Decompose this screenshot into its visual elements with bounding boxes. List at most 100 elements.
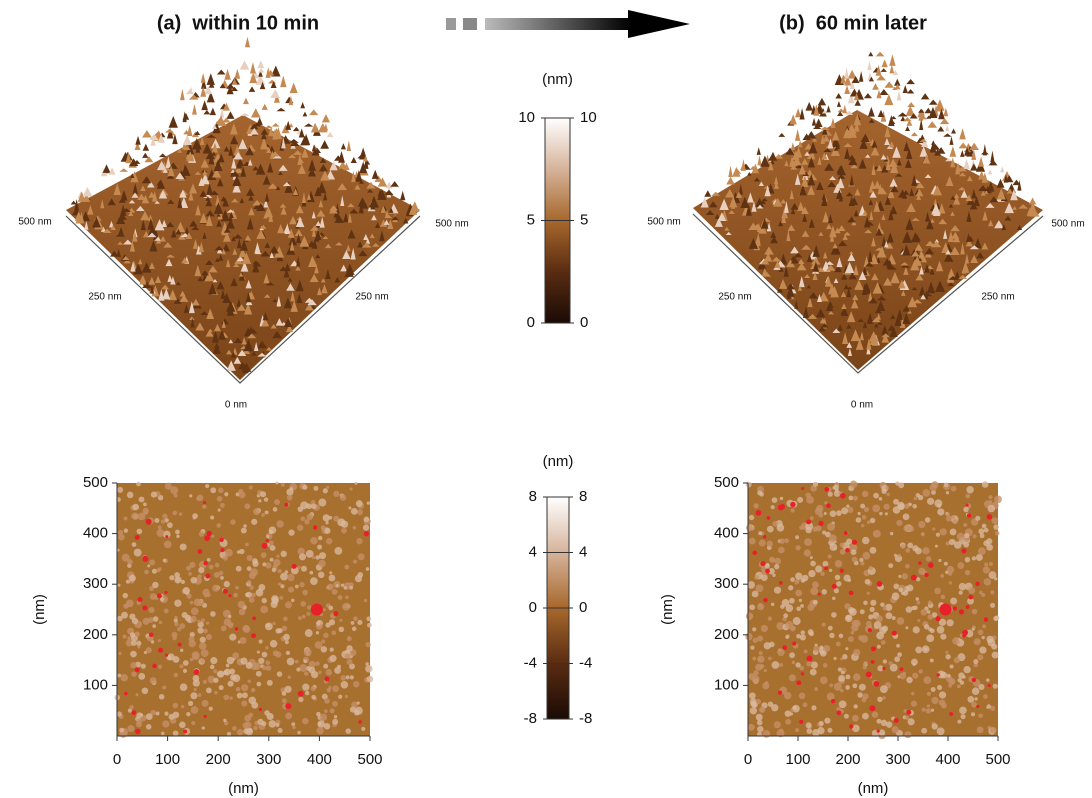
grain xyxy=(145,723,152,730)
surface-peak xyxy=(874,323,879,328)
grain xyxy=(150,709,156,716)
surface-peak xyxy=(749,165,757,170)
surface-peak xyxy=(795,108,802,118)
high-spot xyxy=(760,560,766,567)
grain xyxy=(272,621,276,626)
surface-peak xyxy=(135,205,145,212)
grain xyxy=(260,605,269,614)
grain xyxy=(334,666,342,674)
grain xyxy=(904,503,910,509)
y-tick-label: 200 xyxy=(83,626,108,643)
grain xyxy=(957,562,965,569)
grain xyxy=(176,534,180,539)
grain xyxy=(753,503,759,509)
grain xyxy=(853,619,861,628)
grain xyxy=(957,719,962,724)
surface-peak xyxy=(840,291,847,297)
surface-peak xyxy=(384,189,394,196)
grain xyxy=(230,622,234,626)
surface-peak xyxy=(929,267,935,275)
surface-peak xyxy=(844,84,850,94)
grain xyxy=(291,598,295,603)
surface-peak xyxy=(296,256,301,267)
surface-peak xyxy=(789,160,798,167)
high-spot xyxy=(824,486,830,492)
grain xyxy=(144,569,149,575)
grain xyxy=(946,619,954,627)
grain xyxy=(850,630,855,635)
surface-peak xyxy=(874,309,883,314)
high-spot xyxy=(313,525,318,530)
grain xyxy=(850,549,857,556)
surface-peak xyxy=(957,186,966,191)
grain xyxy=(261,651,268,658)
surface-peak xyxy=(162,168,168,173)
grain xyxy=(209,664,215,670)
grain xyxy=(773,586,782,594)
surface-peak xyxy=(232,181,241,193)
surface-peak xyxy=(753,177,760,182)
grain xyxy=(839,548,846,555)
surface-peak xyxy=(783,265,789,277)
surface-peak xyxy=(130,261,136,272)
grain xyxy=(818,512,824,518)
surface-peak xyxy=(934,239,940,243)
surface-peak xyxy=(272,128,278,140)
grain xyxy=(841,507,849,515)
grain xyxy=(862,693,869,700)
high-spot xyxy=(987,684,991,688)
surface-peak xyxy=(781,213,787,224)
surface-peak xyxy=(896,90,902,101)
surface-peak xyxy=(807,297,813,308)
surface-peak xyxy=(390,181,399,187)
grain xyxy=(305,550,314,558)
surface-peak xyxy=(853,264,859,276)
grain xyxy=(345,728,351,734)
surface-peak xyxy=(760,199,766,205)
surface-peak xyxy=(935,99,945,111)
grain xyxy=(857,511,861,516)
grain xyxy=(924,647,928,651)
surface-peak xyxy=(757,155,762,166)
surface-axis-label: 500 nm xyxy=(647,217,680,228)
grain xyxy=(790,577,795,582)
surface-peak xyxy=(826,264,836,271)
grain xyxy=(149,677,157,685)
surface-peak xyxy=(785,259,796,268)
grain xyxy=(808,569,816,578)
x-axis-label: (nm) xyxy=(228,780,259,797)
high-spot xyxy=(251,633,256,639)
grain xyxy=(846,504,850,508)
surface-peak xyxy=(756,204,764,209)
high-spot xyxy=(845,548,850,553)
grain xyxy=(785,604,794,612)
surface-peak xyxy=(294,229,303,236)
grain xyxy=(981,592,986,597)
surface-peak xyxy=(924,107,933,114)
surface-peak xyxy=(199,212,208,224)
surface-axis-label: 250 nm xyxy=(88,292,121,303)
grain xyxy=(315,631,320,635)
grain xyxy=(208,706,213,711)
grain xyxy=(141,687,149,695)
surface-peak xyxy=(801,158,809,165)
grain xyxy=(294,659,299,664)
grain xyxy=(348,582,354,588)
surface-peak xyxy=(347,229,356,239)
grain xyxy=(774,557,782,565)
grain xyxy=(759,706,766,713)
height-map xyxy=(114,481,374,738)
grain xyxy=(755,698,762,705)
grain xyxy=(827,522,836,531)
grain xyxy=(894,656,900,663)
surface-peak xyxy=(894,173,903,177)
surface-peak xyxy=(881,236,887,247)
grain xyxy=(189,657,194,662)
surface-peak xyxy=(263,212,268,219)
surface-peak xyxy=(847,286,853,290)
surface-peak xyxy=(229,123,238,135)
surface-peak xyxy=(820,126,830,130)
grain xyxy=(971,608,978,615)
surface-peak xyxy=(834,227,841,234)
surface-peak xyxy=(214,245,224,251)
